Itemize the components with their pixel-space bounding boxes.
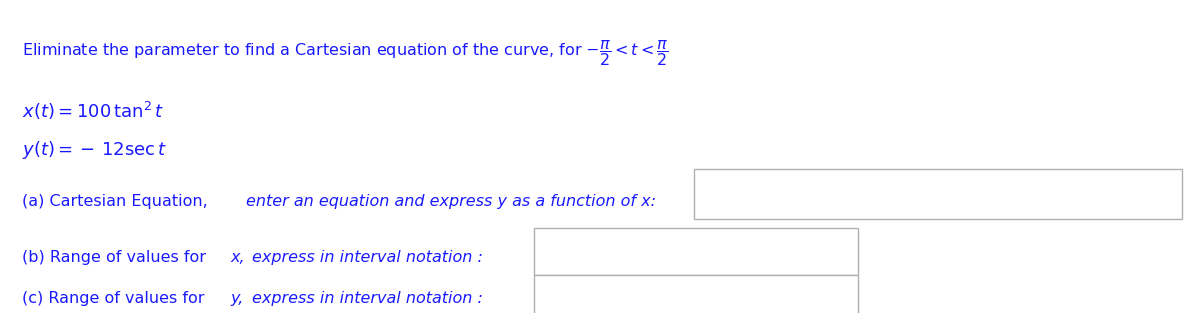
Text: (c) Range of values for: (c) Range of values for: [22, 291, 204, 306]
Bar: [534, 228, 858, 275]
Bar: [694, 169, 1182, 219]
Text: express in interval notation :: express in interval notation :: [252, 250, 482, 265]
Text: x,: x,: [230, 250, 245, 265]
Text: y,: y,: [230, 291, 244, 306]
Text: (b) Range of values for: (b) Range of values for: [22, 250, 205, 265]
Text: express in interval notation :: express in interval notation :: [252, 291, 482, 306]
Text: enter an equation and express y as a function of x:: enter an equation and express y as a fun…: [246, 194, 656, 209]
Text: Eliminate the parameter to find a Cartesian equation of the curve, for $-\dfrac{: Eliminate the parameter to find a Cartes…: [22, 38, 668, 68]
Text: $x(t) = 100\,\tan^2 t$: $x(t) = 100\,\tan^2 t$: [22, 100, 164, 122]
Bar: [534, 275, 858, 313]
Text: (a) Cartesian Equation,: (a) Cartesian Equation,: [22, 194, 208, 209]
Text: $y(t) = -\,12\sec t$: $y(t) = -\,12\sec t$: [22, 139, 167, 161]
